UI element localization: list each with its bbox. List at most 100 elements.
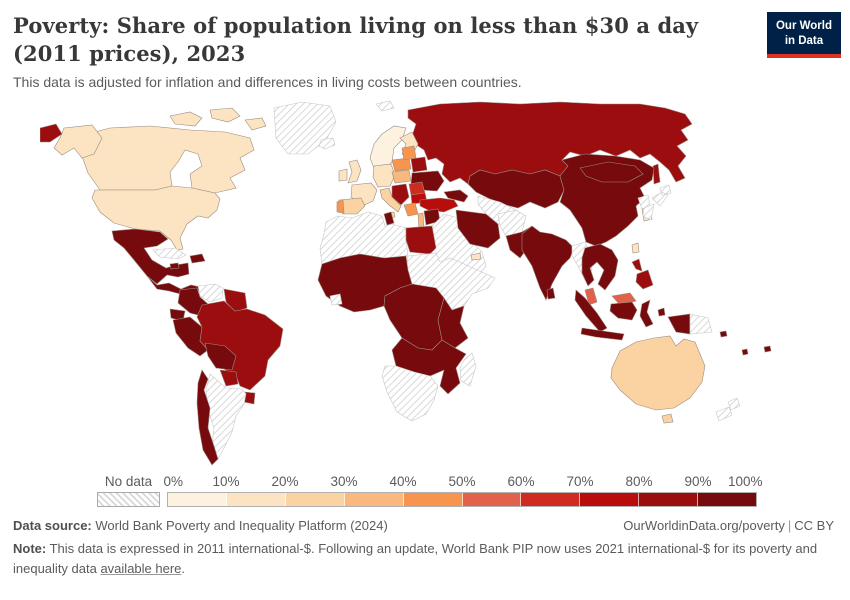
map-region-portugal[interactable] [336,199,345,214]
legend-bin-80-90%[interactable] [639,493,699,506]
legend-tick-40%: 40% [389,474,417,489]
map-region-sumatra[interactable] [574,289,608,333]
choropleth-map-svg [40,100,772,466]
legend-bin-0-10%[interactable] [168,493,227,506]
map-region-bolivia[interactable] [204,342,237,371]
map-region-sri-lanka[interactable] [546,287,556,300]
map-region-belarus[interactable] [410,156,428,173]
map-region-czech-hungary[interactable] [391,169,412,184]
legend-bin-50-60%[interactable] [462,493,522,506]
legend-tick-50%: 50% [448,474,476,489]
map-region-greece[interactable] [403,202,419,217]
page-title: Poverty: Share of population living on l… [13,13,699,66]
legend-bin-20-30%[interactable] [285,493,345,506]
map-region-russia[interactable] [407,101,693,185]
map-region-taiwan[interactable] [631,242,640,254]
map-region-new-zealand[interactable] [715,397,741,422]
legend-tick-100%: 100% [727,474,763,489]
map-region-sakhalin[interactable] [652,163,661,185]
map-regions [40,100,772,466]
map-region-kazakhstan-central-asia[interactable] [467,169,565,209]
owid-logo-line1: Our World [775,20,832,32]
map-region-japan[interactable] [642,184,672,221]
page-subtitle: This data is adjusted for inflation and … [13,74,522,91]
map-region-australia[interactable] [610,335,706,411]
map-region-east-africa[interactable] [437,297,469,349]
map-region-turkey[interactable] [419,197,459,213]
map-region-tunisia[interactable] [383,211,395,226]
note-text: This data is expressed in 2011 internati… [13,541,818,576]
map-region-tasmania[interactable] [661,413,674,424]
map-region-vanuatu[interactable] [741,348,749,356]
legend-tick-90%: 90% [684,474,712,489]
map-region-indochina[interactable] [581,243,619,291]
map-region-indonesia-papua[interactable] [667,313,691,335]
note-suffix: . [181,560,186,576]
map-region-mexico[interactable] [111,228,190,285]
map-region-southern-africa-nodata[interactable] [381,365,439,422]
map-region-poland[interactable] [391,157,412,172]
legend-bin-10-20%[interactable] [226,493,286,506]
map-region-uk[interactable] [347,159,362,184]
map-region-mongolia[interactable] [579,161,644,183]
map-region-brazil[interactable] [196,300,284,391]
map-region-jamaica[interactable] [169,262,180,270]
legend-tick-10%: 10% [212,474,240,489]
legend-tick-70%: 70% [566,474,594,489]
map-region-java[interactable] [580,327,625,341]
map-region-india[interactable] [521,225,575,301]
map-region-balkans[interactable] [391,183,410,206]
legend-nodata-swatch[interactable] [97,492,160,507]
map-region-papua-new-guinea[interactable] [689,313,713,335]
map-region-alaska[interactable] [53,124,103,159]
map-region-uae[interactable] [470,252,482,261]
map-region-iceland[interactable] [318,137,336,150]
license-label: CC BY [794,518,834,533]
map-region-sulawesi[interactable] [639,299,654,328]
map-region-liberia[interactable] [329,293,343,306]
map-region-chile[interactable] [196,369,219,466]
map-region-svalbard[interactable] [375,100,395,112]
legend-bin-40-50%[interactable] [403,493,463,506]
legend-tick-30%: 30% [330,474,358,489]
map-region-iran[interactable] [455,209,501,249]
map-region-solomon[interactable] [719,330,728,338]
map-region-russia-west-tip[interactable] [40,123,63,143]
map-region-egypt[interactable] [405,225,437,255]
map-region-usa[interactable] [91,185,221,251]
map-region-kalimantan[interactable] [609,301,638,321]
map-region-madagascar[interactable] [459,352,477,387]
map-region-canada-arctic[interactable] [169,107,267,131]
data-source-text: World Bank Poverty and Inequality Platfo… [95,518,388,533]
map-region-hispaniola[interactable] [189,253,206,264]
available-here-link[interactable]: available here [100,560,182,576]
legend-bin-90-100%[interactable] [698,493,757,506]
legend-bin-60-70%[interactable] [521,493,581,506]
map-region-philippines[interactable] [631,258,654,290]
header: Poverty: Share of population living on l… [0,0,850,98]
map-region-central-africa[interactable] [383,283,445,351]
legend-ticks: 0% 10% 20% 30% 40% 50% 60% 70% 80% 90% 100% [163,473,762,492]
map-region-ireland[interactable] [338,168,348,182]
legend-bin-70-80%[interactable] [580,493,640,506]
owid-logo-line2: in Data [784,34,824,47]
map-region-canada[interactable] [79,125,255,194]
map-region-cuba[interactable] [152,247,187,260]
map-region-caucasus[interactable] [443,189,469,203]
map-region-italy[interactable] [379,187,402,213]
footer-right: OurWorldinData.org/poverty | CC BY [623,518,834,533]
map-region-venezuela[interactable] [197,283,224,303]
note-label: Note: [13,541,47,556]
map-region-germany-central[interactable] [372,163,396,188]
map-region-moluccas[interactable] [657,307,666,317]
owid-logo[interactable]: Our World in Data [766,12,841,58]
footer: Data source: World Bank Poverty and Ineq… [0,507,850,578]
owid-poverty-link[interactable]: OurWorldinData.org/poverty [623,518,785,533]
legend-nodata-label: No data [104,474,153,489]
map-region-malaysia-peninsular[interactable] [584,287,598,306]
map-region-baltics[interactable] [401,145,417,161]
world-map [0,98,850,470]
legend-bin-30-40%[interactable] [344,493,404,506]
map-region-fiji[interactable] [763,345,772,353]
map-region-paraguay[interactable] [219,369,239,387]
